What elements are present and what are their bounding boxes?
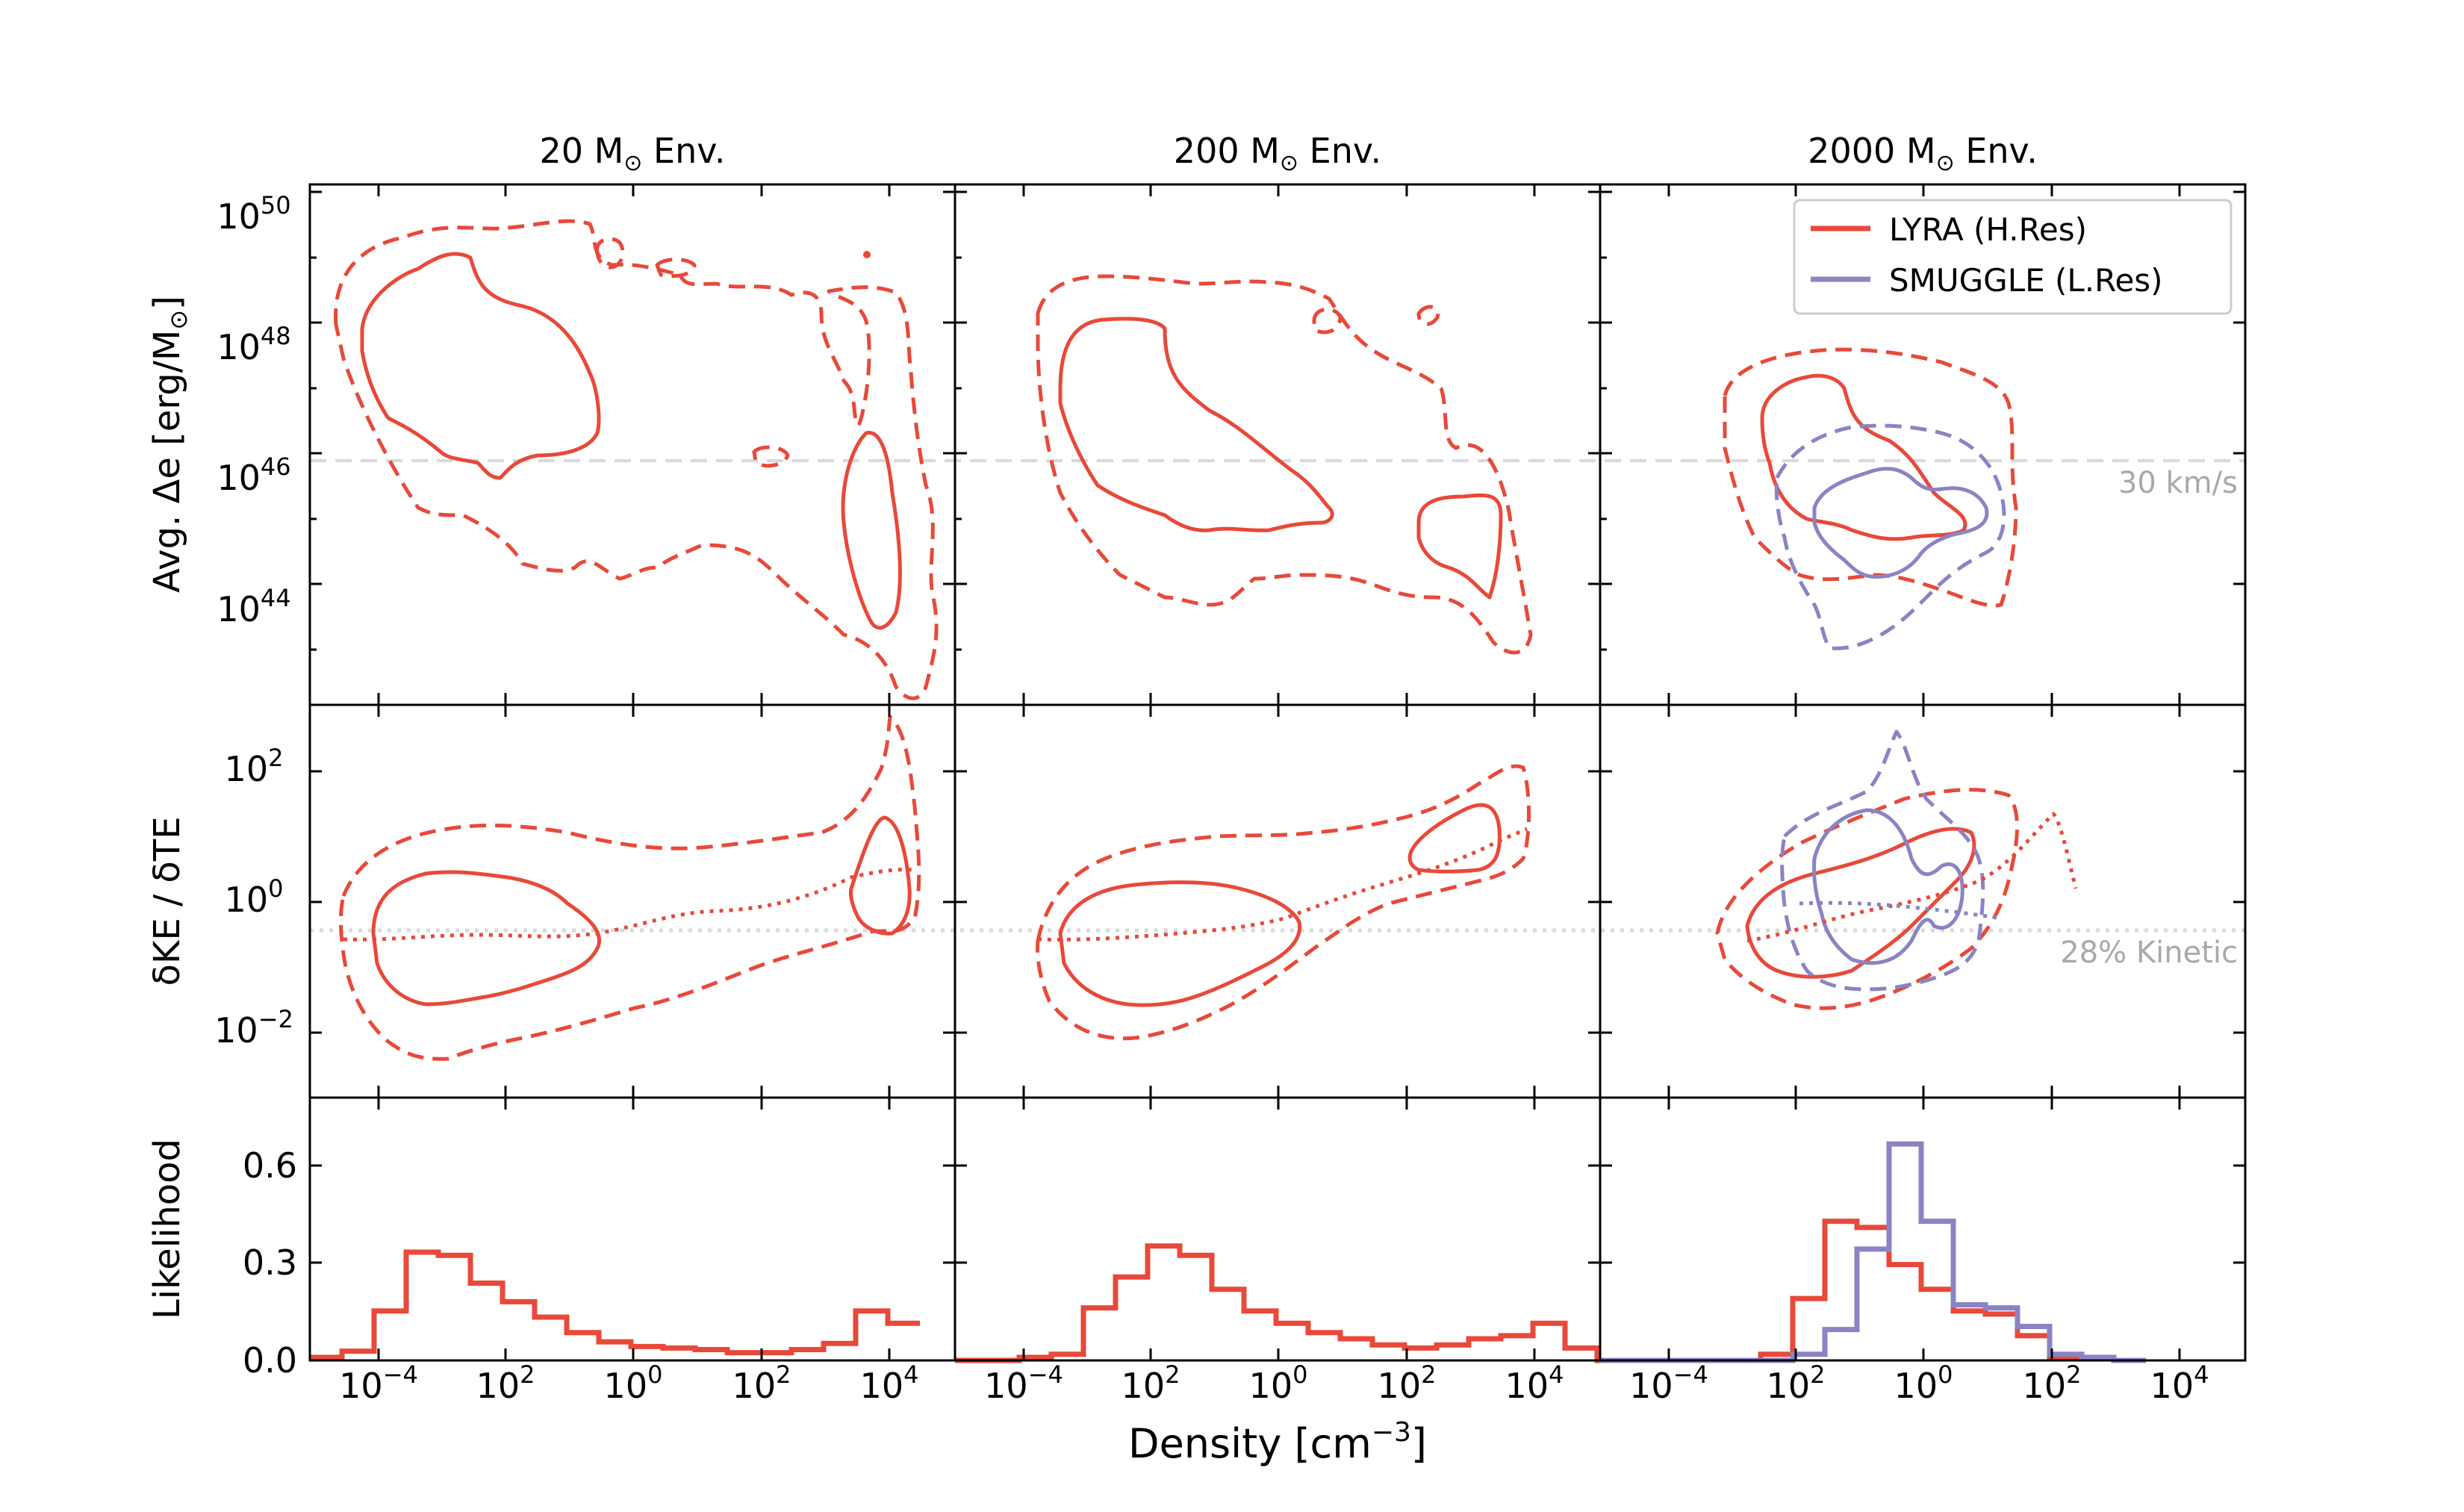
contour-lyra-solid-e-3 xyxy=(1760,373,1967,541)
contour-smuggle-outer-e-3 xyxy=(1774,423,2006,650)
contour-lyra-outer-r-1 xyxy=(339,715,921,1061)
contour-lyra-solid-r-1b xyxy=(849,815,912,936)
median-lyra-r-3 xyxy=(1746,812,2078,943)
xtick-label-c2-2: 100 xyxy=(1894,1360,1953,1406)
ytick-label-1e46: 1046 xyxy=(217,452,290,498)
legend-label-lyra: LYRA (H.Res) xyxy=(1889,211,2087,248)
ytick-label-0.3: 0.3 xyxy=(243,1242,297,1283)
legend-box xyxy=(1793,199,2233,315)
contour-lyra-island-1 xyxy=(594,237,625,270)
median-lyra-r-1 xyxy=(343,868,913,942)
ytick-label-1e44: 1044 xyxy=(217,584,290,629)
xtick-label-c2-3: 102 xyxy=(2023,1360,2082,1406)
xtick-label-c1-4: 104 xyxy=(1505,1360,1564,1406)
contour-lyra-point xyxy=(863,251,871,258)
xtick-label-c1-3: 102 xyxy=(1378,1360,1437,1406)
panel-frames xyxy=(308,183,2247,1362)
xtick-label-c2-4: 104 xyxy=(2150,1360,2209,1406)
ytick-label-1e50: 1050 xyxy=(217,191,290,237)
contour-lyra-island-2 xyxy=(655,258,697,279)
ytick-label-1e48: 1048 xyxy=(217,322,290,367)
xtick-label-c2-0: 10−4 xyxy=(1629,1360,1708,1406)
contour-lyra-island-3 xyxy=(752,445,790,468)
contour-lyra-solid-r-2a xyxy=(1058,880,1302,1007)
tick-layer xyxy=(310,184,2245,1362)
column-title-1: 20 M⊙ Env. xyxy=(539,131,725,176)
contour-smuggle-solid-r-3 xyxy=(1812,808,1964,965)
histogram-layer xyxy=(310,1141,2146,1363)
ytick-label-1e2: 102 xyxy=(225,744,284,789)
yticks-likelihood: 0.0 0.3 0.6 xyxy=(243,1145,297,1381)
yticks-energy: 1044 1046 1048 1050 xyxy=(217,191,290,629)
column-title-2: 200 M⊙ Env. xyxy=(1174,131,1381,176)
ytick-label-1e0: 100 xyxy=(225,874,284,920)
ytick-label-0.0: 0.0 xyxy=(243,1340,297,1381)
xtick-label-c1-2: 100 xyxy=(1249,1360,1308,1406)
contour-lyra-solid-e-1a xyxy=(360,252,601,480)
ylabel-likelihood: Likelihood xyxy=(146,1139,188,1319)
ytick-label-1e-2: 10−2 xyxy=(214,1005,293,1051)
panel-frame-h-3 xyxy=(1599,1096,2247,1362)
contour-lyra-outer-r-2 xyxy=(1036,764,1531,1041)
contour-smuggle-solid-e-3 xyxy=(1812,467,1989,579)
legend-label-smuggle: SMUGGLE (L.Res) xyxy=(1889,262,2163,299)
xtick-label-c0-1: 102 xyxy=(476,1360,535,1406)
contour-lyra-solid-r-3 xyxy=(1745,827,1976,979)
ref-label-28-kinetic: 28% Kinetic xyxy=(2060,936,2238,970)
contour-lyra-solid-r-2b xyxy=(1407,803,1502,874)
xtick-label-c0-4: 104 xyxy=(860,1360,919,1406)
xtick-label-c1-1: 102 xyxy=(1121,1360,1180,1406)
xtick-label-c1-0: 10−4 xyxy=(984,1360,1063,1406)
yticks-ratio: 10−2 100 102 xyxy=(214,744,293,1051)
xtick-labels: 10−4 102 100 102 104 10−4 102 100 102 104 10−4 102 1… xyxy=(339,1360,2209,1406)
contour-lyra-outer-r-3 xyxy=(1715,788,2020,1010)
contour-lyra-outer-e-3 xyxy=(1723,347,2018,608)
contour-lyra-outer-e-2 xyxy=(1036,274,1533,655)
contour-lyra-solid-e-2a xyxy=(1058,317,1334,532)
xtick-label-c0-0: 10−4 xyxy=(339,1360,418,1406)
contour-lyra-island-5 xyxy=(1416,305,1440,326)
contour-lyra-outer-e-1 xyxy=(334,219,939,700)
histogram-lyra-c2 xyxy=(1600,1219,2146,1363)
xlabel-density: Density [cm−3] xyxy=(1128,1417,1427,1467)
histogram-lyra-c0 xyxy=(310,1249,920,1360)
legend: LYRA (H.Res) SMUGGLE (L.Res) xyxy=(1793,199,2233,315)
panel-frame-r-3 xyxy=(1599,703,2247,1099)
panel-frame-r-1 xyxy=(308,703,956,1099)
median-lyra-r-2 xyxy=(1037,827,1528,942)
contour-smuggle-outer-r-3 xyxy=(1780,729,1985,992)
panel-frame-e-2 xyxy=(953,183,1602,706)
ytick-label-0.6: 0.6 xyxy=(243,1145,297,1186)
histogram-lyra-c1 xyxy=(955,1243,1629,1363)
ylabel-ratio: δKE / δTE xyxy=(146,817,188,986)
ylabel-energy: Avg. Δe [erg/M⊙] xyxy=(146,296,193,593)
xtick-label-c2-1: 102 xyxy=(1767,1360,1826,1406)
xtick-label-c0-2: 100 xyxy=(604,1360,663,1406)
xtick-label-c0-3: 102 xyxy=(732,1360,791,1406)
median-smuggle-r-3 xyxy=(1799,900,2002,921)
contour-lyra-solid-e-1b xyxy=(841,431,902,630)
column-title-3: 2000 M⊙ Env. xyxy=(1808,131,2038,176)
histogram-smuggle-c2 xyxy=(1600,1141,2146,1363)
contour-lyra-solid-e-2b xyxy=(1416,493,1503,600)
contour-lyra-solid-r-1a xyxy=(371,870,602,1007)
contour-lyra-island-4 xyxy=(1312,307,1343,335)
ref-label-30kms: 30 km/s xyxy=(2118,466,2238,500)
